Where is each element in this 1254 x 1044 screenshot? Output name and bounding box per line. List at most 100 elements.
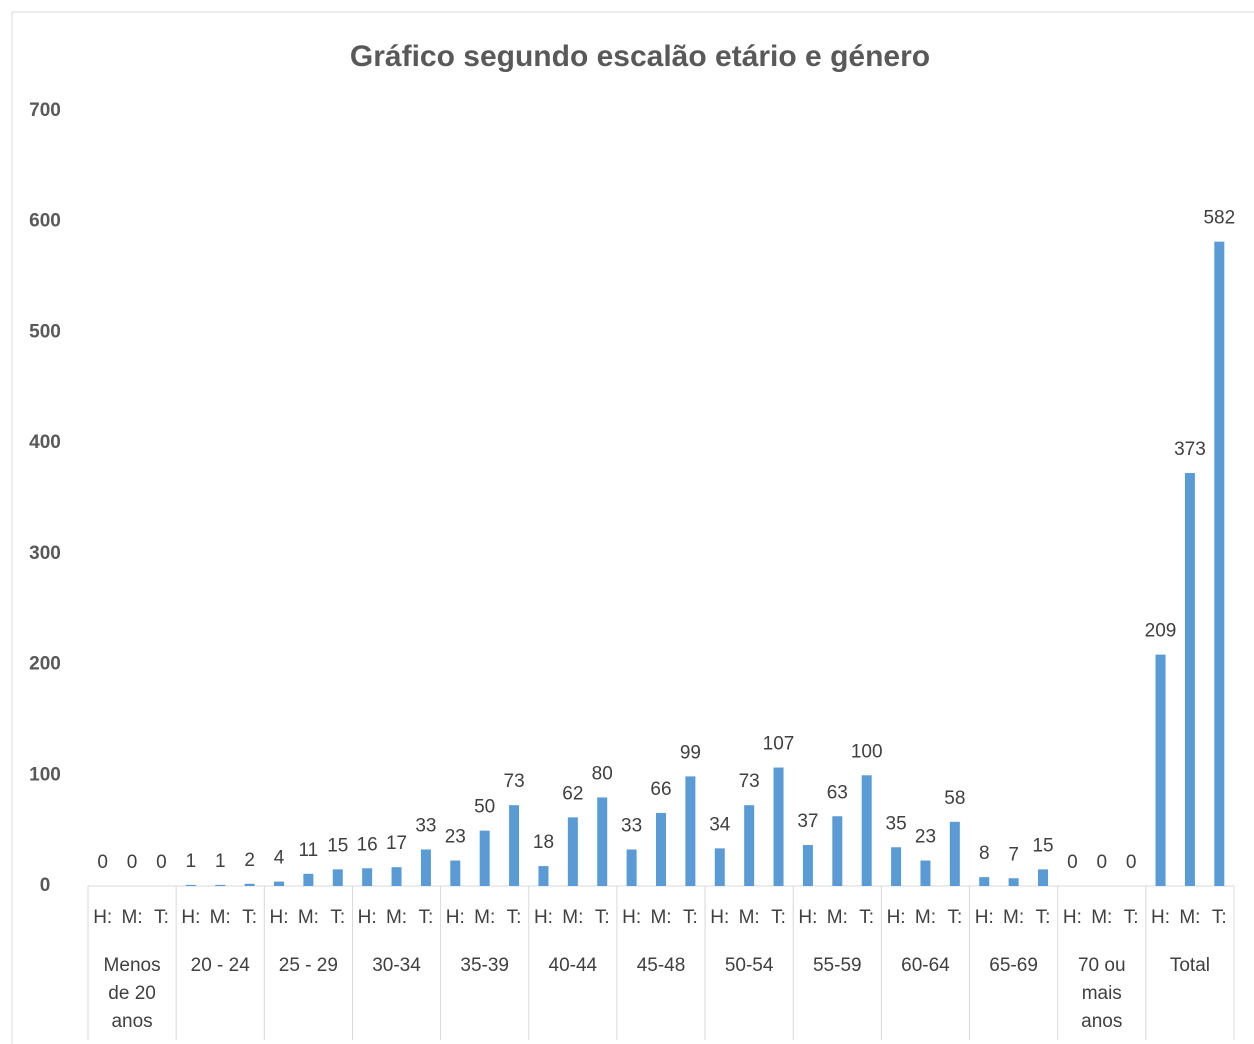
- x-tick-label: H:: [181, 907, 200, 928]
- chart-border: [11, 11, 1254, 1044]
- bar: [509, 805, 520, 886]
- data-label: 2: [244, 850, 255, 871]
- data-label: 0: [1096, 852, 1107, 873]
- x-tick-label: M:: [1179, 907, 1200, 928]
- bar: [303, 873, 314, 886]
- x-tick-label: M:: [1091, 907, 1112, 928]
- x-tick-label: M:: [122, 907, 143, 928]
- data-label: 0: [1067, 852, 1078, 873]
- chart-title: Gráfico segundo escalão etário e género: [350, 40, 930, 73]
- group-label: Total: [1169, 955, 1210, 976]
- x-tick-label: M:: [474, 907, 495, 928]
- y-tick-label: 100: [29, 764, 61, 785]
- group-label: Menos de 20 anos: [103, 955, 161, 1032]
- data-label: 66: [650, 779, 671, 800]
- x-tick-label: H:: [710, 907, 729, 928]
- bar: [538, 866, 549, 886]
- x-tick-label: H:: [270, 907, 289, 928]
- data-label: 15: [1032, 835, 1053, 856]
- data-label: 23: [915, 827, 936, 848]
- data-label: 63: [827, 782, 848, 803]
- data-label: 35: [886, 813, 907, 834]
- bar: [979, 877, 990, 886]
- x-tick-label: T:: [154, 907, 169, 928]
- bar: [450, 860, 461, 886]
- x-tick-label: H:: [93, 907, 112, 928]
- x-tick-label: T:: [771, 907, 786, 928]
- bar: [861, 775, 872, 886]
- bar: [1214, 241, 1225, 887]
- data-label: 582: [1203, 208, 1235, 229]
- bar: [332, 869, 343, 886]
- x-tick-label: M:: [386, 907, 407, 928]
- x-tick-label: M:: [739, 907, 760, 928]
- x-tick-label: M:: [650, 907, 671, 928]
- group-label: 20 - 24: [190, 955, 250, 976]
- x-tick-label: T:: [947, 907, 962, 928]
- group-label: 60-64: [901, 955, 950, 976]
- x-tick-label: H:: [446, 907, 465, 928]
- bar: [1008, 878, 1019, 886]
- x-tick-label: H:: [622, 907, 641, 928]
- bar: [391, 867, 402, 886]
- x-tick-label: M:: [915, 907, 936, 928]
- data-label: 33: [415, 815, 436, 836]
- data-label: 33: [621, 815, 642, 836]
- data-label: 15: [327, 835, 348, 856]
- x-tick-label: M:: [1003, 907, 1024, 928]
- x-tick-label: T:: [595, 907, 610, 928]
- bar: [215, 884, 226, 886]
- data-label: 0: [127, 852, 138, 873]
- group-label: 35-39: [460, 955, 509, 976]
- bar: [567, 817, 578, 886]
- y-tick-label: 0: [40, 875, 51, 896]
- data-label: 37: [797, 811, 818, 832]
- x-tick-label: H:: [358, 907, 377, 928]
- bar: [802, 845, 813, 886]
- x-tick-label: T:: [330, 907, 345, 928]
- data-label: 73: [504, 771, 525, 792]
- x-tick-label: H:: [1151, 907, 1170, 928]
- x-tick-label: H:: [534, 907, 553, 928]
- x-tick-label: H:: [798, 907, 817, 928]
- data-label: 73: [739, 771, 760, 792]
- data-label: 18: [533, 832, 554, 853]
- bar: [479, 830, 490, 886]
- y-tick-label: 300: [29, 543, 61, 564]
- group-label: 55-59: [812, 955, 862, 976]
- group-label: 65-69: [989, 955, 1038, 976]
- x-tick-label: T:: [1124, 907, 1139, 928]
- x-tick-label: T:: [507, 907, 522, 928]
- bar: [420, 849, 431, 886]
- x-tick-label: M:: [210, 907, 231, 928]
- y-tick-label: 500: [29, 321, 61, 342]
- data-label: 0: [97, 852, 108, 873]
- bar: [1038, 869, 1048, 886]
- y-tick-label: 700: [29, 100, 61, 121]
- data-label: 17: [386, 833, 407, 854]
- y-tick-label: 400: [29, 432, 61, 453]
- data-label: 7: [1008, 844, 1019, 865]
- y-tick-label: 600: [29, 211, 61, 232]
- bar: [891, 847, 902, 886]
- bar: [920, 860, 931, 886]
- data-label: 34: [709, 814, 731, 835]
- bar: [626, 849, 637, 886]
- bar: [1184, 473, 1195, 886]
- bar: [685, 776, 696, 886]
- x-tick-label: H:: [887, 907, 906, 928]
- bar: [949, 821, 960, 886]
- data-label: 209: [1145, 621, 1177, 642]
- data-label: 0: [1126, 852, 1137, 873]
- group-label: 70 ou mais anos: [1077, 955, 1126, 1032]
- data-label: 1: [186, 851, 197, 872]
- data-label: 62: [562, 783, 583, 804]
- data-label: 0: [156, 852, 167, 873]
- group-label: 25 - 29: [278, 955, 338, 976]
- data-label: 373: [1174, 439, 1206, 460]
- x-tick-label: H:: [1063, 907, 1082, 928]
- data-label: 107: [763, 734, 795, 755]
- x-tick-label: M:: [562, 907, 583, 928]
